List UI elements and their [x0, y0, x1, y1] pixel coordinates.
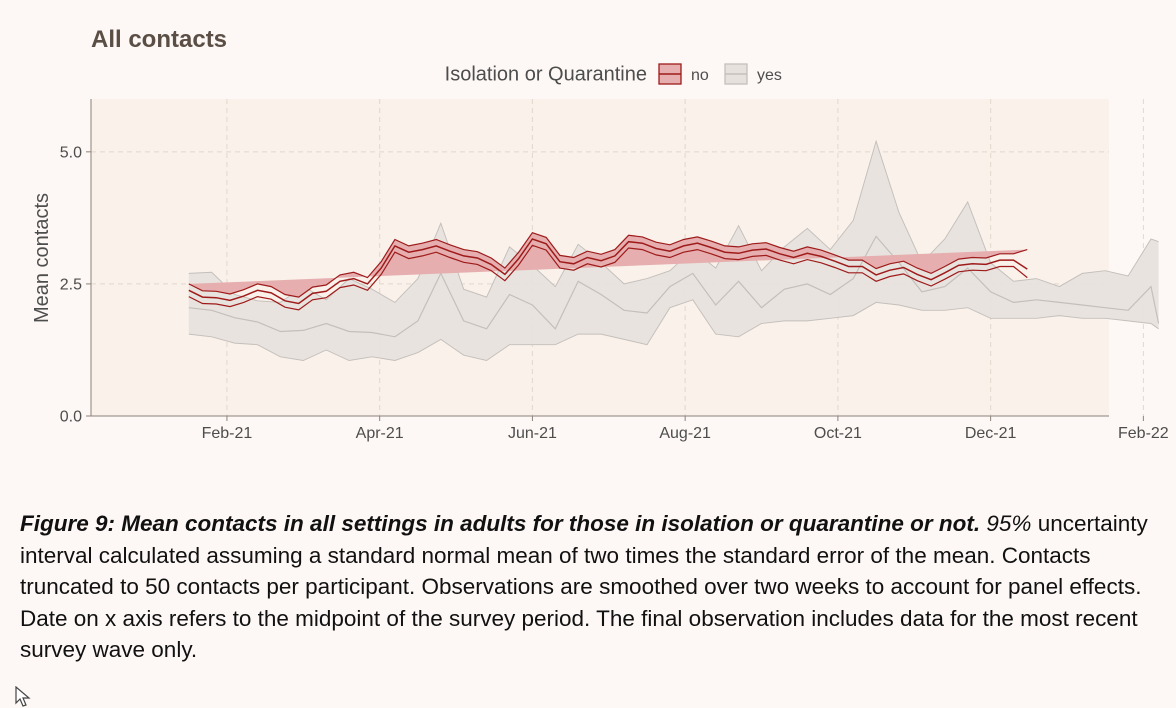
ribbon-yes — [188, 141, 1159, 361]
x-tick-label: Apr-21 — [356, 425, 404, 442]
x-tick-label: Jun-21 — [508, 425, 557, 442]
lower-bound-yes — [188, 299, 1159, 362]
chart: All contacts Isolation or Quarantine no … — [31, 26, 1169, 442]
figure-caption: Figure 9: Mean contacts in all settings … — [20, 508, 1150, 666]
legend: Isolation or Quarantine no yes — [445, 63, 782, 86]
mean-line-yes — [188, 235, 1160, 338]
x-tick-label: Feb-21 — [202, 425, 253, 442]
series-layer — [188, 139, 1160, 362]
legend-label-no: no — [691, 67, 709, 84]
y-tick-label: 5.0 — [60, 144, 82, 161]
legend-key-no: no — [658, 63, 709, 85]
y-ticks: 0.0 2.5 5.0 — [60, 144, 91, 426]
caption-italic: 95% — [986, 511, 1032, 536]
legend-label-yes: yes — [757, 67, 782, 84]
x-tick-label: Feb-22 — [1118, 425, 1169, 442]
y-tick-label: 2.5 — [60, 276, 82, 293]
mean-line-no — [188, 238, 1028, 305]
legend-key-yes: yes — [724, 63, 782, 85]
chart-title: All contacts — [91, 26, 227, 53]
caption-bold-lead: Figure 9: Mean contacts in all settings … — [20, 511, 981, 536]
x-tick-label: Oct-21 — [814, 425, 862, 442]
upper-bound-no — [188, 231, 1028, 298]
mouse-cursor-icon — [15, 686, 31, 707]
x-ticks: Feb-21 Apr-21 Jun-21 Aug-21 Oct-21 Dec-21 Feb-… — [202, 416, 1169, 442]
x-tick-label: Dec-21 — [965, 425, 1017, 442]
y-tick-label: 0.0 — [60, 409, 82, 426]
caption-body: uncertainty interval calculated assuming… — [20, 511, 1148, 663]
x-tick-label: Aug-21 — [659, 425, 711, 442]
legend-title: Isolation or Quarantine — [445, 64, 647, 86]
lower-bound-no — [188, 244, 1028, 311]
y-axis-label: Mean contacts — [31, 193, 53, 323]
